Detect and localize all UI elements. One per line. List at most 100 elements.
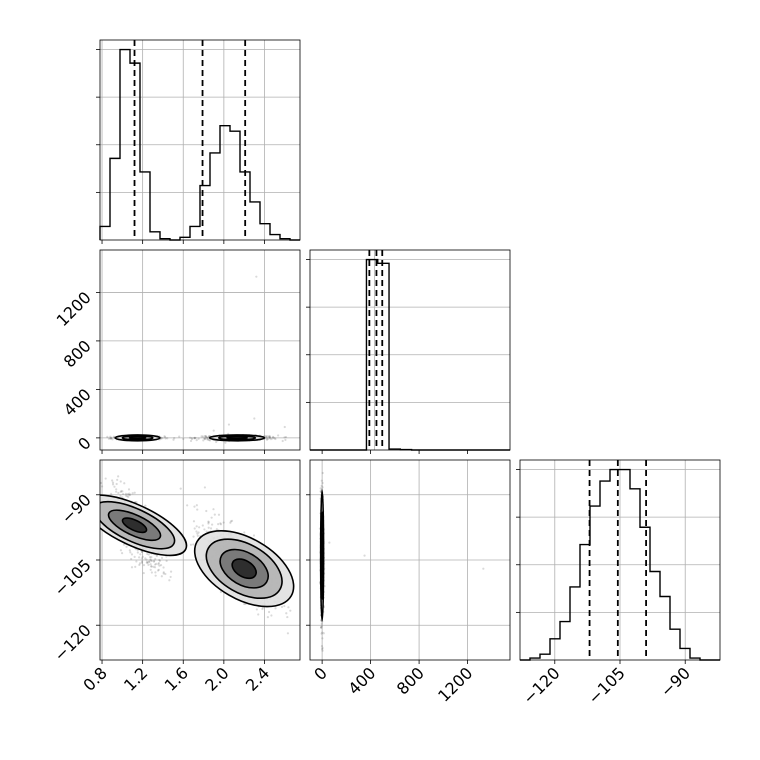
scatter-point [162,571,165,574]
scatter-point [207,526,210,529]
x-tick-label: 800 [393,663,428,698]
scatter-point [155,562,158,565]
scatter-point [205,509,208,513]
scatter-point [149,563,152,566]
scatter-point [169,575,172,579]
scatter-point [193,436,196,440]
scatter-point [205,436,208,439]
scatter-point [193,505,196,508]
scatter-point [164,437,167,440]
scatter-point [219,590,222,594]
scatter-point [172,438,175,441]
scatter-point [203,486,207,489]
scatter-point [196,532,199,535]
scatter-point [115,482,118,486]
scatter-point [128,493,131,497]
grid [310,250,510,450]
scatter-point [130,557,133,561]
scatter-point [122,492,125,496]
scatter-panel-0-2: 0.8 1.2 1.6 2.0 2.4 −120 −105 −90 [50,459,301,695]
scatter-point [208,439,212,442]
scatter-point [127,488,131,491]
scatter-point [274,607,277,610]
scatter-point [190,437,193,440]
scatter-point [145,558,148,561]
scatter-point [320,632,323,635]
scatter-point [129,551,132,554]
scatter-point [160,575,163,578]
scatter-point [198,526,201,529]
y-tick-label: 1200 [53,288,95,330]
scatter-point [110,492,113,495]
scatter-point [281,439,284,443]
scatter-point [321,471,324,475]
y-tick-label: −120 [50,621,95,666]
scatter-point [287,606,290,609]
scatter-point [289,609,292,612]
scatter-point [140,557,143,560]
plot-area [100,275,288,444]
scatter-point [285,612,288,615]
scatter-panel-1-2: 0 400 800 1200 [306,459,511,706]
scatter-point [363,554,366,557]
scatter-point [163,435,167,439]
scatter-point [189,543,193,546]
scatter-point [217,513,221,516]
scatter-point [148,555,152,559]
scatter-point [129,493,132,496]
scatter-point [154,557,157,561]
panel-frame [309,249,511,451]
scatter-point [268,436,272,439]
scatter-point [195,525,198,528]
scatter-point [158,558,161,562]
plot-area [318,471,485,652]
scatter-point [159,563,163,567]
scatter-point [261,607,264,611]
scatter-point [124,492,127,495]
scatter-point [150,556,153,559]
scatter-point [229,520,233,523]
scatter-point [149,568,152,571]
scatter-point [150,571,153,574]
scatter-point [154,574,157,577]
scatter-point [189,439,193,443]
scatter-point [202,439,205,442]
histogram-step-0 [99,48,300,241]
scatter-point [264,434,267,438]
scatter-point [320,644,324,648]
x-tick-label: −90 [657,663,694,700]
grid [100,250,300,450]
scatter-point [117,475,120,478]
scatter-point [322,632,325,635]
scatter-point [119,490,122,494]
scatter-point [111,438,114,441]
scatter-point [193,527,196,530]
scatter-point [142,564,146,567]
scatter-point [219,523,223,526]
scatter-point [209,527,213,530]
scatter-point [321,646,324,650]
scatter-point [328,541,331,544]
x-tick-label: 1.2 [120,663,151,694]
x-tick-label: −105 [584,663,629,708]
scatter-point [203,437,206,440]
scatter-point [146,552,149,556]
scatter-point [144,557,147,560]
scatter-point [138,562,142,565]
scatter-point [321,637,324,640]
scatter-point [205,436,208,439]
scatter-point [267,610,271,614]
scatter-point [203,437,207,441]
scatter-point [124,494,127,497]
x-tick-label: −120 [519,663,564,708]
grid [310,460,510,660]
scatter-point [319,487,322,490]
scatter-point [169,570,173,573]
scatter-point [321,481,324,485]
scatter-point [283,604,286,608]
scatter-point [320,625,323,629]
scatter-point [268,435,272,438]
scatter-point [320,488,324,491]
scatter-point [267,435,271,438]
scatter-point [150,565,153,568]
